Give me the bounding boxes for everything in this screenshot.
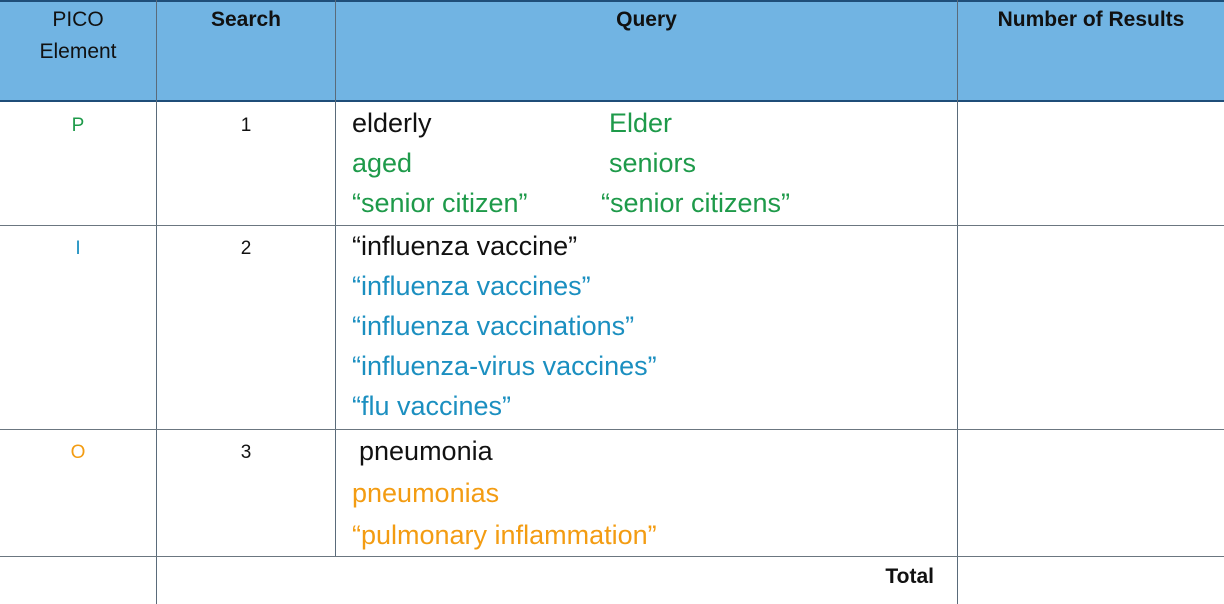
row-divider-1 — [0, 225, 1224, 226]
row-i-term-5: “flu vaccines” — [352, 391, 512, 421]
column-divider-1 — [156, 0, 157, 604]
row-divider-2 — [0, 429, 1224, 430]
row-p-pico: P — [71, 115, 85, 136]
row-p-term-4: seniors — [609, 148, 697, 178]
row-i-term-3: “influenza vaccinations” — [352, 311, 635, 341]
header-number-of-results: Number of Results — [997, 8, 1185, 31]
header-search: Search — [210, 8, 282, 31]
header-bottom-border — [0, 100, 1224, 102]
header-row — [0, 0, 1224, 101]
row-i-term-4: “influenza-virus vaccines” — [352, 351, 657, 381]
row-i-search: 2 — [240, 238, 252, 259]
row-p-term-2: Elder — [609, 108, 673, 138]
header-pico: PICO Element — [0, 4, 156, 68]
column-divider-3 — [957, 0, 958, 604]
row-i-term-2: “influenza vaccines” — [352, 271, 591, 301]
header-top-border — [0, 0, 1224, 2]
header-pico-line1: PICO — [52, 8, 104, 31]
row-divider-3 — [0, 556, 1224, 557]
row-o-search: 3 — [240, 442, 252, 463]
row-i-term-1: “influenza vaccine” — [352, 231, 578, 261]
row-o-term-2: pneumonias — [352, 478, 500, 508]
row-o-term-1: pneumonia — [359, 436, 493, 466]
total-label: Total — [885, 565, 934, 588]
header-pico-line2: Element — [39, 40, 117, 63]
header-query: Query — [616, 8, 677, 31]
row-p-term-6: “senior citizens” — [601, 188, 791, 218]
row-p-search: 1 — [240, 115, 252, 136]
row-i-pico: I — [75, 238, 81, 259]
column-divider-2 — [335, 0, 336, 556]
row-o-pico: O — [70, 442, 86, 463]
row-o-term-3: “pulmonary inflammation” — [352, 520, 657, 550]
row-p-term-3: aged — [352, 148, 413, 178]
row-p-term-1: elderly — [352, 108, 432, 138]
row-p-term-5: “senior citizen” — [352, 188, 528, 218]
